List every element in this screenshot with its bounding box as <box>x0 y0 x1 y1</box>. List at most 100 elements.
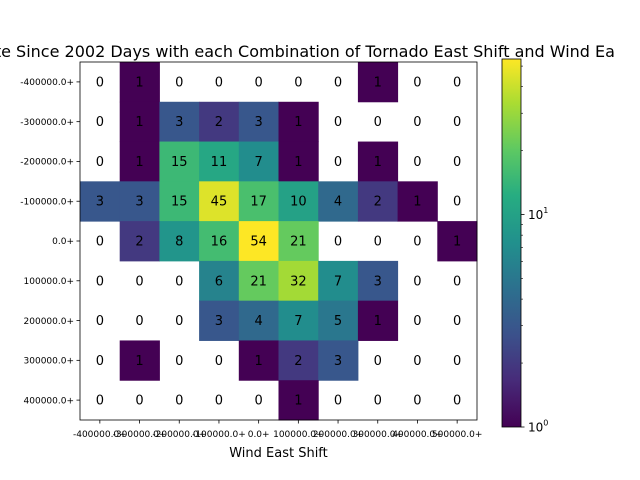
cell-value-label: 0 <box>96 394 104 409</box>
x-tick-label: -200000.0+ <box>152 430 206 440</box>
heatmap-cell <box>119 340 160 381</box>
cell-value-label: 0 <box>334 75 342 90</box>
cell-value-label: 0 <box>215 354 223 369</box>
heatmap-cell <box>278 221 319 262</box>
cell-value-label: 0 <box>96 155 104 170</box>
x-axis: -400000.0+-300000.0+-200000.0+-100000.0+… <box>73 420 482 440</box>
heatmap-cell <box>437 221 478 262</box>
cell-value-label: 3 <box>215 314 223 329</box>
x-tick-label: 400000.0+ <box>392 430 442 440</box>
cell-value-label: 1 <box>413 195 421 210</box>
cell-value-label: 1 <box>374 314 382 329</box>
heatmap-cell <box>357 62 399 103</box>
heatmap-cell <box>278 141 319 182</box>
heatmap-cell <box>318 340 359 381</box>
heatmap-cell-labels: 0 1 0 0 0 0 0 1 0 00 1 3 2 3 1 0 0 0 00 1 15 11 7 1 0 1 0 03 3 15 45 17… <box>96 75 462 408</box>
cell-value-label: 15 <box>171 195 188 210</box>
heatmap-cell <box>119 141 160 182</box>
colorbar-frame <box>501 58 522 428</box>
colorbar-tick-base: 10 <box>528 421 543 435</box>
heatmap-cell <box>238 221 279 262</box>
heatmap-cell <box>397 181 438 222</box>
cell-value-label: 45 <box>211 195 228 210</box>
cell-value-label: 0 <box>294 75 302 90</box>
y-tick-label: 100000.0+ <box>24 277 74 287</box>
cell-value-label: 8 <box>175 235 183 250</box>
heatmap-cell <box>238 181 279 222</box>
cell-value-label: 0 <box>413 394 421 409</box>
heatmap-cell <box>159 221 200 262</box>
cell-value-label: 1 <box>135 75 143 90</box>
cell-value-label: 0 <box>255 75 263 90</box>
cell-value-label: 0 <box>453 155 461 170</box>
cell-value-label: 1 <box>255 354 263 369</box>
cell-value-label: 1 <box>135 155 143 170</box>
cell-value-label: 1 <box>374 75 382 90</box>
heatmap-cell <box>159 181 200 222</box>
cell-value-label: 0 <box>96 115 104 130</box>
y-tick-label: -200000.0+ <box>20 158 74 168</box>
cell-value-label: 0 <box>453 75 461 90</box>
cell-value-label: 0 <box>453 115 461 130</box>
y-tick-label: 400000.0+ <box>24 396 74 406</box>
heatmap-cell <box>119 101 160 143</box>
cell-value-label: 0 <box>334 115 342 130</box>
cell-value-label: 0 <box>453 314 461 329</box>
cell-value-label: 0 <box>413 75 421 90</box>
cell-value-label: 32 <box>290 274 307 289</box>
cell-value-label: 0 <box>175 75 183 90</box>
cell-value-label: 3 <box>175 115 183 130</box>
cell-value-label: 0 <box>413 274 421 289</box>
cell-value-label: 3 <box>255 115 263 130</box>
colorbar-tick-exponent: 1 <box>543 206 548 215</box>
heatmap-cell <box>318 260 359 302</box>
cell-value-label: 3 <box>135 195 143 210</box>
heatmap-cell <box>159 101 200 143</box>
cell-value-label: 5 <box>334 314 342 329</box>
heatmap-cell <box>278 300 319 341</box>
cell-value-label: 1 <box>135 115 143 130</box>
heatmap-cell <box>159 141 200 182</box>
cell-value-label: 16 <box>211 235 228 250</box>
cell-value-label: 1 <box>294 155 302 170</box>
cell-value-label: 7 <box>255 155 263 170</box>
cell-value-label: 2 <box>215 115 223 130</box>
cell-value-label: 4 <box>255 314 263 329</box>
heatmap-cells <box>80 62 478 421</box>
cell-value-label: 0 <box>215 394 223 409</box>
cell-value-label: 0 <box>453 354 461 369</box>
cell-value-label: 2 <box>294 354 302 369</box>
x-tick-label: 500000.0+ <box>432 430 482 440</box>
cell-value-label: 3 <box>96 195 104 210</box>
cell-value-label: 0 <box>413 314 421 329</box>
heatmap-cell <box>238 340 279 381</box>
heatmap-cell <box>357 260 399 302</box>
colorbar-tick-base: 10 <box>528 208 543 222</box>
cell-value-label: 0 <box>334 155 342 170</box>
colorbar-tick-exponent: 0 <box>543 419 548 428</box>
x-tick-label: 0.0+ <box>248 430 270 440</box>
cell-value-label: 0 <box>175 354 183 369</box>
cell-value-label: 0 <box>215 75 223 90</box>
heatmap-cell <box>199 221 240 262</box>
cell-value-label: 0 <box>175 314 183 329</box>
cell-value-label: 0 <box>374 235 382 250</box>
x-tick-label: 300000.0+ <box>353 430 403 440</box>
cell-value-label: 7 <box>294 314 302 329</box>
cell-value-label: 0 <box>135 314 143 329</box>
chart-title: ate Since 2002 Days with each Combinatio… <box>0 42 615 61</box>
cell-value-label: 0 <box>374 354 382 369</box>
cell-value-label: 3 <box>374 274 382 289</box>
x-tick-label: 200000.0+ <box>313 430 363 440</box>
y-tick-label: -300000.0+ <box>20 118 74 128</box>
heatmap-cell <box>199 300 240 341</box>
heatmap-cell <box>278 260 319 302</box>
heatmap-cell <box>278 340 319 381</box>
heatmap-cell <box>119 62 160 103</box>
cell-value-label: 54 <box>250 235 267 250</box>
cell-value-label: 0 <box>96 314 104 329</box>
heatmap-cell <box>119 181 160 222</box>
heatmap-cell <box>278 380 319 421</box>
